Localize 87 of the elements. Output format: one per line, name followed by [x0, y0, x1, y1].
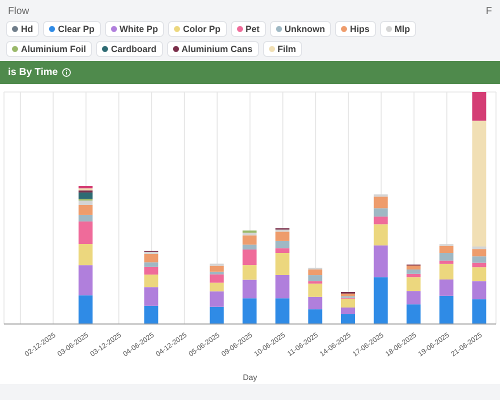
bar: [275, 275, 290, 298]
bar: [472, 262, 486, 268]
legend-label: White Pp: [120, 24, 158, 34]
bar: [275, 253, 290, 276]
legend-label: Color Pp: [183, 24, 221, 34]
bar: [144, 306, 158, 324]
legend-label: Cardboard: [111, 44, 157, 54]
bar: [144, 262, 158, 267]
bar: [275, 248, 290, 254]
bar: [472, 92, 486, 121]
legend-label: Hips: [350, 24, 370, 34]
legend-label: Unknown: [284, 24, 326, 34]
bar: [406, 304, 421, 324]
bar: [210, 291, 224, 307]
bar: [210, 266, 224, 272]
bar: [242, 250, 257, 266]
bar: [374, 224, 388, 246]
bar: [308, 275, 322, 282]
bar: [275, 298, 290, 324]
bar: [308, 309, 322, 324]
bar: [78, 265, 93, 296]
legend-label: Aluminium Cans: [182, 44, 253, 54]
bar: [472, 256, 486, 263]
bar: [406, 277, 421, 292]
legend-label: Aluminium Foil: [21, 44, 86, 54]
bar: [210, 282, 224, 292]
bar: [341, 294, 355, 296]
bar: [341, 314, 355, 324]
bar: [242, 232, 257, 236]
bar: [406, 274, 421, 278]
legend-label: Hd: [21, 24, 33, 34]
bar: [439, 279, 454, 296]
x-axis-title: Day: [242, 373, 258, 382]
bar: [144, 274, 158, 288]
bar: [374, 245, 388, 278]
bar: [472, 246, 486, 250]
bar: [275, 232, 290, 241]
bar: [275, 240, 290, 248]
bar: [374, 216, 388, 224]
legend-label: Clear Pp: [58, 24, 95, 34]
bar: [242, 298, 257, 324]
bar: [210, 272, 224, 274]
bar: [406, 269, 421, 274]
bar: [78, 186, 93, 188]
bar: [472, 249, 486, 256]
bar: [78, 204, 93, 215]
bar: [78, 214, 93, 222]
bar: [242, 265, 257, 280]
bar: [78, 221, 93, 244]
bar: [242, 244, 257, 250]
bar: [308, 284, 322, 297]
bar: [439, 264, 454, 280]
bar: [144, 254, 158, 262]
bar: [144, 287, 158, 306]
chart-subtitle: Flow: [8, 6, 30, 17]
bar: [472, 299, 486, 324]
bar: [78, 295, 93, 324]
bar: [210, 274, 224, 283]
text: F: [486, 6, 492, 17]
bar: [439, 253, 454, 261]
bar: [439, 260, 454, 264]
bar: [144, 266, 158, 275]
legend-label: Mlp: [394, 24, 410, 34]
bar: [341, 298, 355, 308]
bar: [374, 196, 388, 208]
bar: [78, 192, 93, 199]
bar: [472, 120, 486, 247]
bar: [472, 267, 486, 282]
bar: [472, 281, 486, 300]
bar: [439, 246, 454, 254]
bar: [308, 269, 322, 276]
bar: [242, 235, 257, 245]
bar: [374, 208, 388, 217]
bar: [439, 296, 454, 324]
legend-label: Film: [278, 44, 296, 54]
chart-title: is By Time: [8, 67, 58, 78]
bar: [242, 280, 257, 298]
bar: [341, 308, 355, 314]
bar: [308, 281, 322, 284]
legend-label: Pet: [246, 24, 260, 34]
bar: [406, 266, 421, 270]
bar: [78, 200, 93, 205]
bar: [406, 291, 421, 304]
bar: [78, 244, 93, 266]
bar: [374, 277, 388, 324]
bar: [308, 296, 322, 310]
bar: [210, 306, 224, 324]
